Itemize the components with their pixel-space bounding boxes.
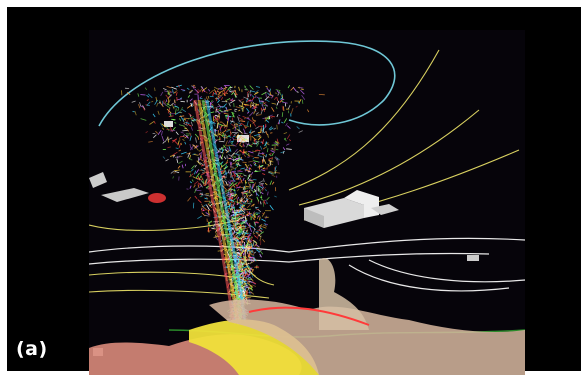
- cyan-contour-line: [98, 40, 396, 127]
- ground-deposition: [89, 258, 525, 375]
- white-contour-lines: [89, 237, 525, 292]
- building-blocks: [89, 121, 479, 356]
- panel-label: (a): [16, 338, 48, 360]
- plume-visualization: [89, 30, 525, 375]
- image-frame: [7, 7, 581, 375]
- visualization-canvas: [89, 40, 525, 375]
